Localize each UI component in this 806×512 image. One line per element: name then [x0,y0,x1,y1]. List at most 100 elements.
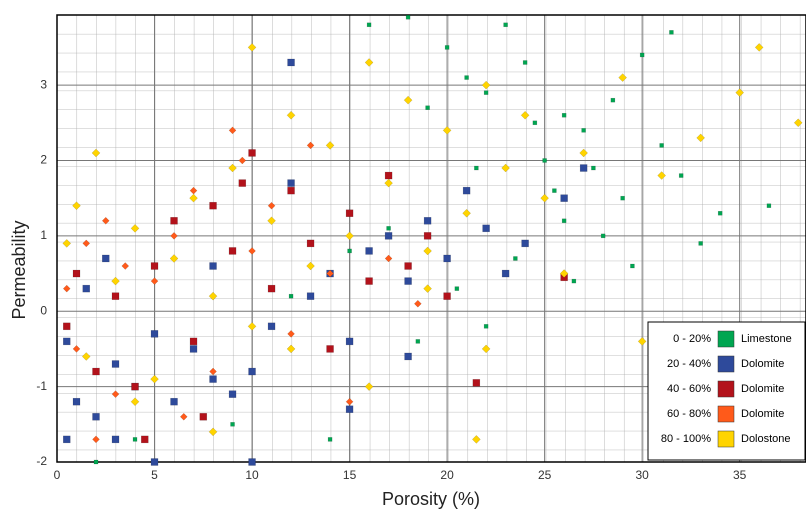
point [121,262,130,270]
point [150,330,159,338]
point [754,43,764,52]
point [131,382,139,391]
point [384,171,393,180]
x-tick-label: 5 [151,468,158,482]
point [696,133,706,143]
point [82,284,91,293]
point [717,210,723,216]
x-tick-label: 25 [538,468,552,482]
series [63,149,568,444]
point [62,284,71,293]
x-tick-label: 30 [635,468,649,482]
point [552,188,557,193]
point [267,284,276,293]
point [326,345,334,353]
point [610,97,616,103]
legend-range: 0 - 20% [673,333,711,345]
point [287,330,295,338]
point [404,277,412,285]
point [327,437,333,442]
point [581,128,586,133]
point [483,324,489,329]
point [286,110,296,120]
y-tick-label: -1 [36,379,47,393]
y-tick-label: 0 [40,303,47,317]
point [345,231,354,241]
point [618,73,628,82]
point [637,337,647,346]
legend-label: Dolomite [741,383,784,395]
point [620,195,625,201]
point [170,217,178,225]
point [63,337,71,346]
point [415,339,421,344]
series [63,58,588,466]
point [209,262,217,270]
point [481,344,491,354]
point [326,269,334,278]
point [306,261,315,271]
point [230,422,235,427]
point [72,345,81,353]
y-tick-label: 1 [40,228,47,242]
point [386,226,391,231]
point [248,458,256,466]
point [111,390,120,399]
series [93,15,772,465]
point [520,110,530,120]
y-tick-label: 3 [40,77,47,91]
legend-range: 40 - 60% [667,383,711,395]
point [306,239,315,248]
point [404,352,412,361]
point [286,344,296,354]
point [579,164,588,172]
point [208,427,218,437]
point [102,254,110,263]
point [474,165,479,171]
point [521,239,529,248]
legend-swatch [717,430,735,448]
point [384,232,393,240]
point [238,179,247,187]
point [365,277,373,285]
point [403,95,413,105]
x-axis-title: Porosity (%) [382,489,480,509]
point [189,345,198,353]
point [248,367,256,376]
point [228,390,237,398]
point [247,43,257,52]
point [209,367,217,376]
point [132,437,138,442]
point [72,201,81,211]
point [93,459,99,465]
point [170,232,178,240]
point [793,118,803,128]
x-tick-label: 20 [440,468,454,482]
point [483,90,489,95]
point [209,375,217,383]
point [559,269,569,278]
legend-label: Dolomite [741,408,784,420]
point [532,120,538,126]
point [404,262,412,270]
legend-range: 80 - 100% [661,433,711,445]
point [384,254,393,263]
point [425,105,430,110]
legend-range: 60 - 80% [667,408,711,420]
point [659,143,664,148]
point [464,75,469,80]
point [540,193,549,203]
point [366,22,372,28]
point [560,194,568,202]
point [423,232,432,240]
point [657,171,667,180]
point [325,141,335,150]
y-axis-title: Permeability [9,220,29,319]
point [101,216,110,225]
point [111,435,120,444]
point [462,186,471,195]
point [199,413,208,421]
point [72,397,81,406]
legend-label: Dolostone [741,433,791,445]
